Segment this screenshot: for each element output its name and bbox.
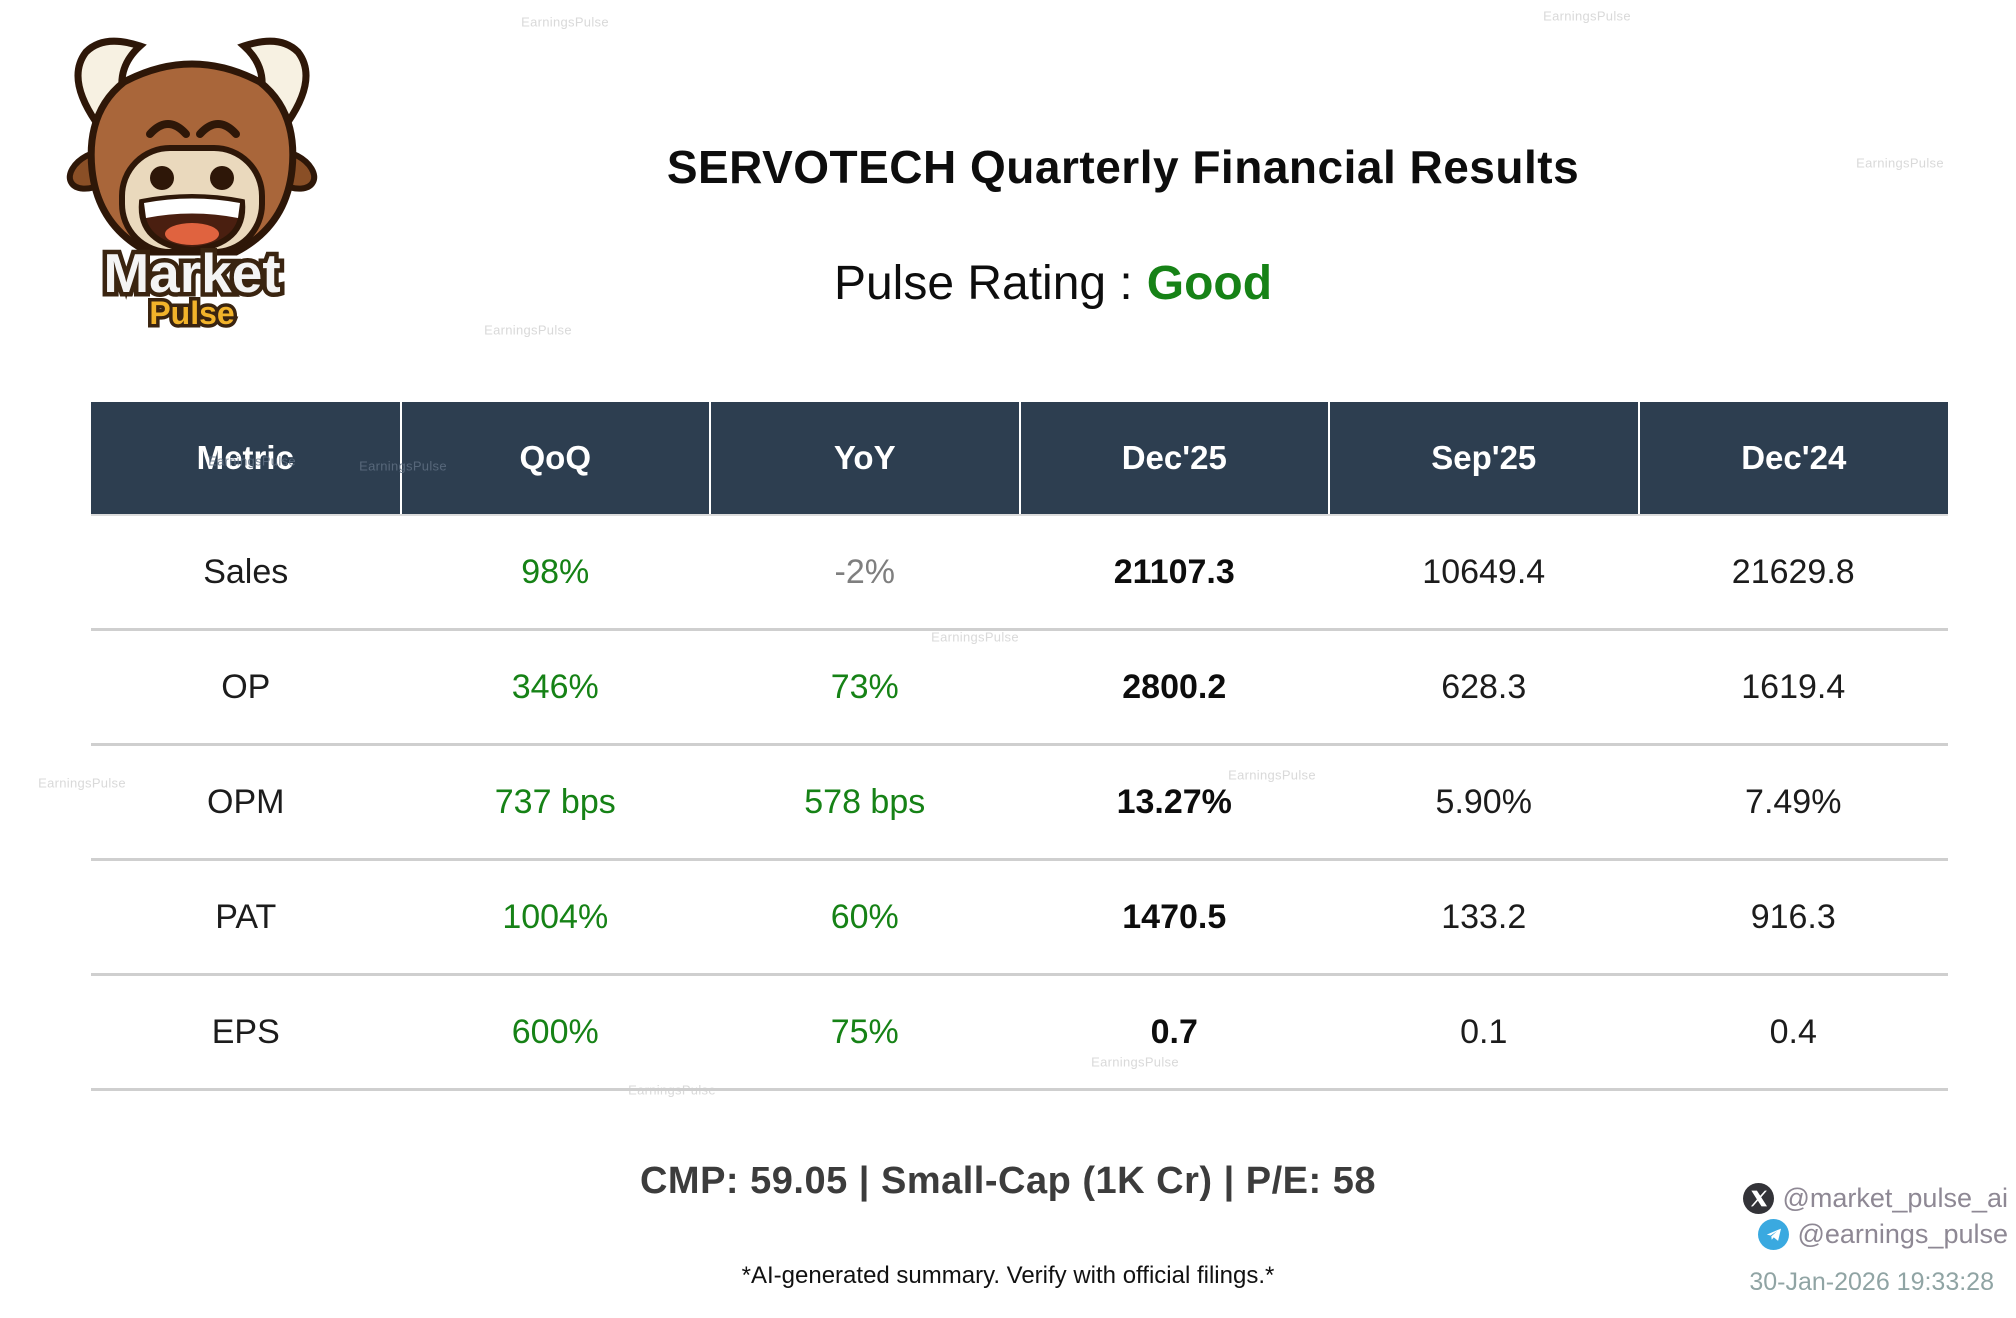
watermark: EarningsPulse — [931, 629, 1019, 645]
watermark: EarningsPulse — [1091, 1054, 1179, 1070]
cell-qoq: 1004% — [400, 859, 710, 976]
cell-dec24: 7.49% — [1638, 744, 1948, 861]
x-handle-text: @market_pulse_ai — [1782, 1182, 2008, 1213]
cell-dec25: 21107.3 — [1019, 515, 1329, 631]
cell-dec24: 916.3 — [1638, 859, 1948, 976]
cell-yoy: 578 bps — [710, 744, 1020, 861]
pulse-rating-line: Pulse Rating : Good — [230, 256, 2016, 311]
logo-text-pulse: Pulse — [149, 295, 234, 330]
watermark: EarningsPulse — [208, 453, 296, 469]
cell-qoq: 737 bps — [400, 744, 710, 861]
cell-metric: OPM — [91, 744, 401, 861]
cell-metric: OP — [91, 629, 401, 746]
cell-sep25: 5.90% — [1329, 744, 1639, 861]
telegram-handle-text: @earnings_pulse — [1797, 1218, 2008, 1249]
x-logo-icon — [1743, 1182, 1775, 1214]
results-table: Metric QoQ YoY Dec'25 Sep'25 Dec'24 Sale… — [91, 402, 1948, 1091]
table-row: OPM 737 bps 578 bps 13.27% 5.90% 7.49% — [91, 744, 1948, 861]
col-header-sep25: Sep'25 — [1328, 402, 1639, 516]
cell-sep25: 0.1 — [1329, 974, 1639, 1091]
watermark: EarningsPulse — [1228, 767, 1316, 783]
col-header-metric: Metric — [91, 402, 401, 516]
col-header-yoy: YoY — [709, 402, 1020, 516]
cell-metric: EPS — [91, 974, 401, 1091]
telegram-icon — [1758, 1218, 1790, 1250]
results-table-wrap: Metric QoQ YoY Dec'25 Sep'25 Dec'24 Sale… — [91, 402, 1948, 1091]
table-header-row: Metric QoQ YoY Dec'25 Sep'25 Dec'24 — [91, 402, 1948, 516]
cell-qoq: 600% — [400, 974, 710, 1091]
social-block: @market_pulse_ai @earnings_pulse 30-Jan-… — [1743, 1180, 2008, 1297]
cell-metric: PAT — [91, 859, 401, 976]
cell-yoy: 73% — [710, 629, 1020, 746]
cell-sep25: 133.2 — [1329, 859, 1639, 976]
watermark: EarningsPulse — [1856, 155, 1944, 171]
cell-dec25: 1470.5 — [1019, 859, 1329, 976]
page-title: SERVOTECH Quarterly Financial Results — [666, 141, 1580, 193]
header-block: SERVOTECH Quarterly Financial Results Pu… — [230, 0, 2016, 311]
ai-disclaimer: *AI-generated summary. Verify with offic… — [741, 1262, 1275, 1289]
table-row: Sales 98% -2% 21107.3 10649.4 21629.8 — [91, 515, 1948, 631]
cell-metric: Sales — [91, 515, 401, 631]
watermark: EarningsPulse — [1543, 8, 1631, 24]
table-row: EPS 600% 75% 0.7 0.1 0.4 — [91, 974, 1948, 1091]
cell-dec24: 0.4 — [1638, 974, 1948, 1091]
cell-dec24: 1619.4 — [1638, 629, 1948, 746]
x-handle-row: @market_pulse_ai — [1743, 1180, 2008, 1216]
watermark: EarningsPulse — [359, 458, 447, 474]
pulse-rating-value: Good — [1146, 257, 1273, 310]
cell-yoy: 60% — [710, 859, 1020, 976]
col-header-dec25: Dec'25 — [1018, 402, 1329, 516]
generated-timestamp: 30-Jan-2026 19:33:28 — [1749, 1268, 1994, 1296]
cell-qoq: 98% — [400, 515, 710, 631]
cell-dec25: 13.27% — [1019, 744, 1329, 861]
cell-dec25: 0.7 — [1019, 974, 1329, 1091]
cell-yoy: -2% — [710, 515, 1020, 631]
cell-sep25: 628.3 — [1329, 629, 1639, 746]
logo-text-market: Market — [103, 242, 280, 304]
telegram-handle-row: @earnings_pulse — [1743, 1216, 2008, 1252]
table-row: PAT 1004% 60% 1470.5 133.2 916.3 — [91, 859, 1948, 976]
cmp-summary-line: CMP: 59.05 | Small-Cap (1K Cr) | P/E: 58 — [639, 1160, 1377, 1202]
pulse-rating-label: Pulse Rating : — [833, 257, 1133, 310]
table-row: OP 346% 73% 2800.2 628.3 1619.4 — [91, 629, 1948, 746]
market-pulse-logo: Market Pulse — [58, 30, 326, 335]
watermark: EarningsPulse — [38, 775, 126, 791]
col-header-dec24: Dec'24 — [1637, 402, 1948, 516]
cell-yoy: 75% — [710, 974, 1020, 1091]
col-header-qoq: QoQ — [399, 402, 710, 516]
cell-dec25: 2800.2 — [1019, 629, 1329, 746]
bull-mascot-icon: Market Pulse — [66, 37, 318, 335]
cell-dec24: 21629.8 — [1638, 515, 1948, 631]
watermark: EarningsPulse — [484, 322, 572, 338]
cell-qoq: 346% — [400, 629, 710, 746]
cell-sep25: 10649.4 — [1329, 515, 1639, 631]
watermark: EarningsPulse — [521, 14, 609, 30]
